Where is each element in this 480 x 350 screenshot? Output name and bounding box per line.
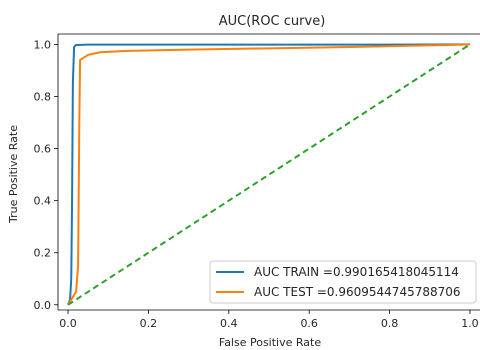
y-tick-label: 0.4 xyxy=(34,195,52,208)
series-layer xyxy=(67,43,471,306)
y-axis-label: True Positive Rate xyxy=(7,125,20,224)
chart-title: AUC(ROC curve) xyxy=(219,14,326,29)
legend: AUC TRAIN =0.990165418045114 AUC TEST =0… xyxy=(209,260,477,304)
x-axis-ticks: 0.0 0.2 0.4 0.6 0.8 1.0 xyxy=(59,310,479,330)
plot-area xyxy=(57,33,480,311)
legend-box xyxy=(209,260,477,304)
y-tick-label: 1.0 xyxy=(34,38,52,51)
x-tick-label: 0.6 xyxy=(300,317,318,330)
y-tick-label: 0.8 xyxy=(34,90,52,103)
legend-label-test: AUC TEST =0.9609544745788706 xyxy=(254,285,461,299)
x-tick-label: 0.2 xyxy=(140,317,158,330)
x-tick-label: 1.0 xyxy=(461,317,479,330)
legend-label-train: AUC TRAIN =0.990165418045114 xyxy=(254,265,459,279)
roc-curve-test xyxy=(67,43,470,306)
x-tick-label: 0.4 xyxy=(220,317,238,330)
y-tick-label: 0.6 xyxy=(34,143,52,156)
x-tick-label: 0.0 xyxy=(59,317,77,330)
x-axis-label: False Positive Rate xyxy=(219,336,321,349)
y-tick-label: 0.0 xyxy=(34,299,52,312)
roc-curve-train xyxy=(67,43,470,306)
x-tick-label: 0.8 xyxy=(381,317,399,330)
y-tick-label: 0.2 xyxy=(34,247,52,260)
y-axis-ticks: 0.0 0.2 0.4 0.6 0.8 1.0 xyxy=(34,38,58,312)
